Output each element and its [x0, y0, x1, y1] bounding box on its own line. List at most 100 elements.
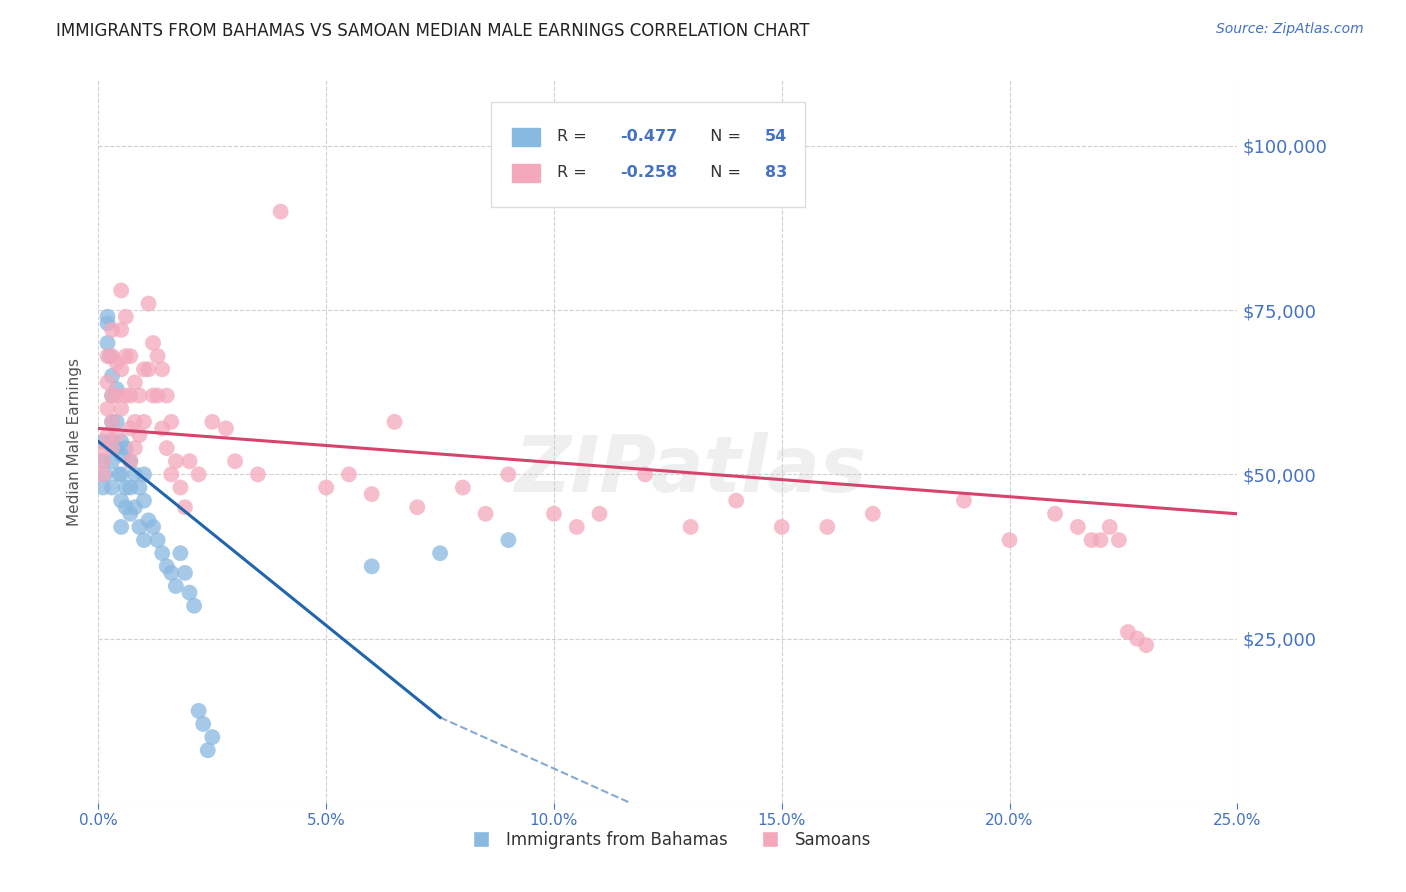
Point	[197, 743, 219, 757]
Point	[1135, 638, 1157, 652]
Point	[169, 481, 191, 495]
Point	[124, 415, 146, 429]
Bar	[512, 128, 540, 145]
Point	[120, 349, 142, 363]
Point	[588, 507, 610, 521]
Point	[498, 533, 520, 547]
Point	[179, 454, 201, 468]
Point	[201, 415, 224, 429]
Point	[124, 441, 146, 455]
Point	[429, 546, 451, 560]
Point	[998, 533, 1021, 547]
Point	[128, 520, 150, 534]
Point	[114, 310, 136, 324]
Point	[96, 316, 118, 330]
Point	[142, 520, 165, 534]
Point	[146, 388, 169, 402]
Legend: Immigrants from Bahamas, Samoans: Immigrants from Bahamas, Samoans	[458, 824, 877, 856]
Point	[120, 454, 142, 468]
Point	[120, 421, 142, 435]
Point	[108, 467, 131, 482]
Point	[101, 434, 124, 449]
Text: N =: N =	[700, 129, 745, 145]
Point	[101, 388, 124, 402]
Point	[270, 204, 292, 219]
Point	[124, 376, 146, 390]
Point	[101, 415, 124, 429]
Point	[114, 481, 136, 495]
Text: 54: 54	[765, 129, 787, 145]
Point	[406, 500, 429, 515]
Point	[156, 559, 179, 574]
Point	[360, 559, 382, 574]
Point	[142, 336, 165, 351]
Point	[146, 349, 169, 363]
Point	[101, 481, 124, 495]
Point	[120, 507, 142, 521]
Point	[174, 500, 197, 515]
Point	[110, 448, 132, 462]
Point	[384, 415, 406, 429]
Point	[360, 487, 382, 501]
Point	[120, 454, 142, 468]
Text: Source: ZipAtlas.com: Source: ZipAtlas.com	[1216, 22, 1364, 37]
Point	[246, 467, 269, 482]
Point	[101, 441, 124, 455]
Point	[132, 533, 155, 547]
Text: R =: R =	[557, 129, 592, 145]
Point	[725, 493, 748, 508]
Point	[114, 441, 136, 455]
Point	[187, 704, 209, 718]
Point	[138, 296, 160, 310]
Text: -0.258: -0.258	[620, 165, 678, 180]
Point	[110, 362, 132, 376]
Point	[91, 434, 114, 449]
Point	[124, 500, 146, 515]
Point	[91, 454, 114, 468]
Point	[105, 415, 128, 429]
Point	[105, 428, 128, 442]
Bar	[512, 164, 540, 182]
Point	[105, 441, 128, 455]
Point	[110, 520, 132, 534]
Point	[110, 401, 132, 416]
Point	[815, 520, 838, 534]
Point	[634, 467, 657, 482]
Point	[132, 493, 155, 508]
Point	[1126, 632, 1149, 646]
Point	[174, 566, 197, 580]
Point	[96, 310, 118, 324]
Point	[183, 599, 205, 613]
Point	[160, 566, 183, 580]
Point	[101, 323, 124, 337]
Point	[96, 336, 118, 351]
Point	[105, 356, 128, 370]
Point	[201, 730, 224, 744]
Point	[91, 481, 114, 495]
Point	[1043, 507, 1066, 521]
Point	[138, 362, 160, 376]
Point	[1067, 520, 1090, 534]
Point	[105, 388, 128, 402]
Text: 83: 83	[765, 165, 787, 180]
Point	[96, 376, 118, 390]
Point	[498, 467, 520, 482]
Point	[132, 467, 155, 482]
Point	[101, 454, 124, 468]
Point	[146, 533, 169, 547]
Point	[110, 284, 132, 298]
Point	[110, 323, 132, 337]
Point	[1108, 533, 1130, 547]
Point	[150, 421, 173, 435]
Point	[953, 493, 976, 508]
Point	[337, 467, 360, 482]
Text: ZIPatlas: ZIPatlas	[515, 433, 866, 508]
Point	[128, 388, 150, 402]
Point	[451, 481, 474, 495]
Point	[224, 454, 246, 468]
Point	[96, 349, 118, 363]
Point	[565, 520, 588, 534]
Point	[98, 349, 121, 363]
Point	[862, 507, 884, 521]
Point	[770, 520, 793, 534]
